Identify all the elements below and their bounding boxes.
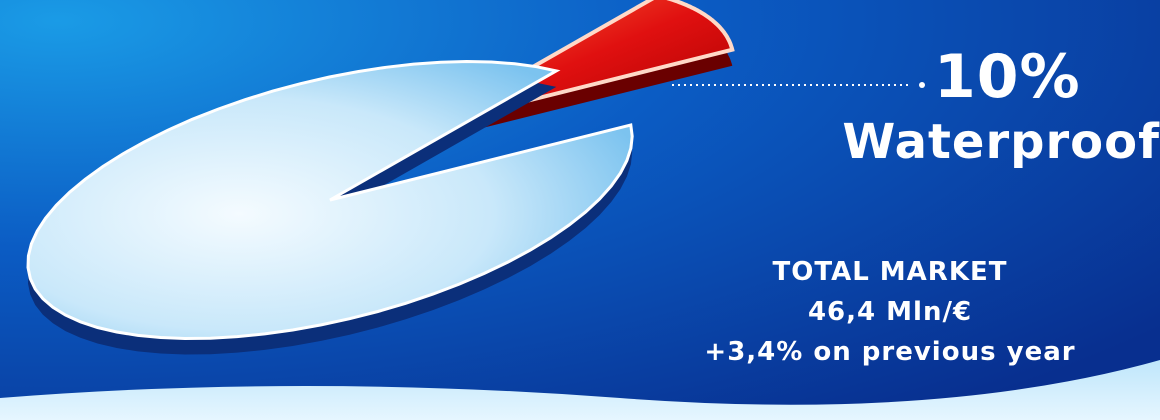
- pie-slices: [26, 0, 735, 355]
- pie-slice-rest: [26, 59, 634, 341]
- callout-label: Waterproof: [842, 114, 1160, 170]
- market-value: 46,4 Mln/€: [807, 297, 973, 327]
- callout-leader-line: [672, 82, 925, 88]
- market-title: TOTAL MARKET: [772, 257, 1008, 287]
- market-summary: TOTAL MARKET 46,4 Mln/€ +3,4% on previou…: [650, 252, 1130, 372]
- callout-percent: 10%: [934, 42, 1081, 112]
- market-change: +3,4% on previous year: [704, 337, 1076, 367]
